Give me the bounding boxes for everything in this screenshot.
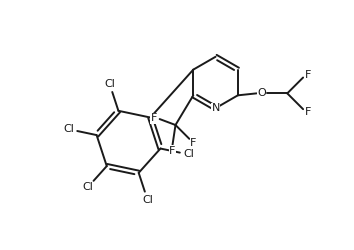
Text: Cl: Cl [82,182,93,192]
Text: Cl: Cl [183,150,194,160]
Text: F: F [169,146,176,156]
Text: F: F [150,113,157,123]
Text: F: F [190,138,196,148]
Text: N: N [211,103,220,113]
Text: O: O [257,88,266,98]
Text: Cl: Cl [142,195,153,205]
Text: F: F [305,107,311,117]
Text: Cl: Cl [104,78,115,88]
Text: Cl: Cl [63,124,74,134]
Text: F: F [305,70,311,80]
